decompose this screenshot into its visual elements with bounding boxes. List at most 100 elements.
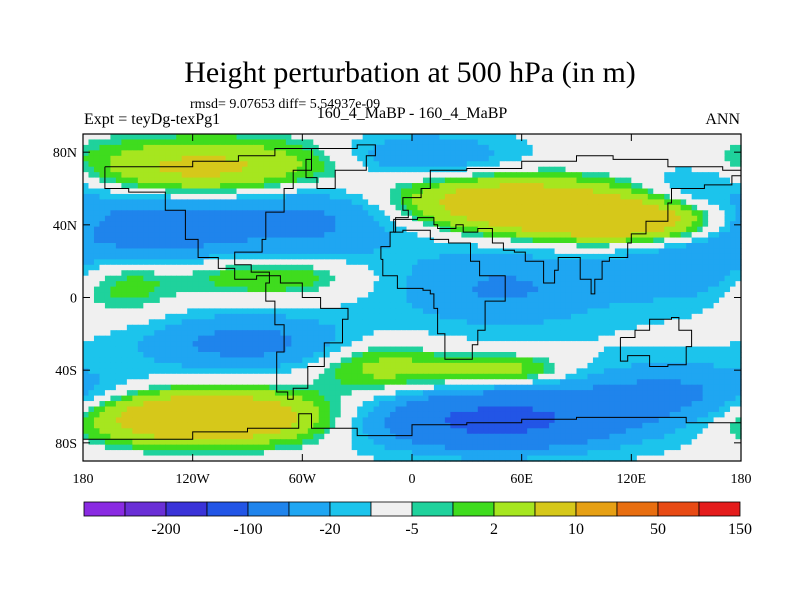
field-cell <box>274 264 281 271</box>
field-cell <box>379 308 386 315</box>
field-cell <box>433 270 441 277</box>
field-cell <box>274 313 281 320</box>
field-cell <box>121 292 128 299</box>
field-cell <box>340 193 347 200</box>
field-cell <box>499 150 506 157</box>
field-cell <box>236 193 243 200</box>
field-cell <box>735 237 742 244</box>
field-cell <box>132 346 139 353</box>
field-cell <box>730 335 737 342</box>
field-cell <box>433 134 441 141</box>
field-cell <box>675 313 682 320</box>
field-cell <box>422 281 430 288</box>
field-cell <box>187 264 194 271</box>
field-cell <box>499 210 506 217</box>
field-cell <box>132 188 139 195</box>
field-cell <box>565 297 572 304</box>
field-cell <box>214 232 221 239</box>
field-cell <box>735 172 742 179</box>
field-cell <box>379 346 386 353</box>
field-cell <box>220 297 227 304</box>
field-cell <box>581 248 589 255</box>
field-cell <box>143 166 150 173</box>
field-cell <box>236 232 243 239</box>
field-cell <box>592 232 600 239</box>
field-cell <box>313 330 320 337</box>
field-cell <box>614 346 621 353</box>
field-cell <box>466 166 473 173</box>
field-cell <box>351 193 358 200</box>
field-cell <box>406 243 413 250</box>
field-cell <box>664 319 671 326</box>
field-cell <box>324 335 331 342</box>
field-cell <box>176 243 183 250</box>
field-cell <box>686 139 693 146</box>
field-cell <box>499 292 506 299</box>
field-cell <box>225 193 232 200</box>
field-cell <box>390 199 397 206</box>
field-cell <box>620 139 627 146</box>
field-cell <box>417 237 424 244</box>
field-cell <box>192 313 199 320</box>
field-cell <box>159 302 166 309</box>
field-cell <box>209 259 216 266</box>
field-cell <box>231 199 238 206</box>
field-cell <box>422 155 430 162</box>
field-cell <box>439 150 446 157</box>
field-cell <box>614 177 621 184</box>
field-cell <box>609 270 616 277</box>
field-cell <box>587 297 594 304</box>
field-cell <box>653 193 660 200</box>
field-cell <box>488 177 495 184</box>
field-cell <box>181 183 188 190</box>
field-cell <box>439 134 446 141</box>
field-cell <box>642 270 649 277</box>
field-cell <box>724 270 731 277</box>
field-cell <box>88 183 95 190</box>
field-cell <box>209 139 216 146</box>
field-cell <box>143 183 150 190</box>
field-cell <box>472 357 479 364</box>
field-cell <box>121 134 128 141</box>
field-cell <box>516 177 523 184</box>
field-cell <box>560 215 567 222</box>
field-cell <box>181 264 188 271</box>
field-cell <box>658 308 665 315</box>
field-cell <box>702 134 709 141</box>
field-cell <box>516 183 523 190</box>
field-cell <box>181 188 188 195</box>
field-cell <box>252 341 260 348</box>
field-cell <box>401 193 408 200</box>
field-cell <box>510 183 517 190</box>
field-cell <box>390 275 397 282</box>
field-cell <box>110 308 117 315</box>
field-cell <box>444 144 451 151</box>
field-cell <box>181 243 188 250</box>
field-cell <box>724 341 731 348</box>
field-cell <box>88 281 95 288</box>
field-cell <box>592 270 600 277</box>
field-cell <box>730 313 737 320</box>
field-cell <box>176 155 183 162</box>
field-cell <box>132 199 139 206</box>
field-cell <box>494 319 501 326</box>
field-cell <box>143 297 150 304</box>
field-cell <box>379 139 386 146</box>
field-cell <box>680 215 687 222</box>
field-cell <box>291 221 298 228</box>
field-cell <box>296 313 303 320</box>
field-cell <box>307 226 314 233</box>
field-cell <box>730 302 737 309</box>
field-cell <box>132 270 139 277</box>
field-cell <box>428 264 435 271</box>
field-cell <box>444 259 451 266</box>
field-cell <box>209 270 216 277</box>
field-cell <box>571 204 578 211</box>
field-cell <box>373 215 380 222</box>
field-cell <box>93 199 101 206</box>
field-cell <box>697 248 704 255</box>
field-cell <box>664 134 671 141</box>
field-cell <box>187 319 194 326</box>
field-cell <box>406 183 413 190</box>
field-cell <box>187 226 194 233</box>
